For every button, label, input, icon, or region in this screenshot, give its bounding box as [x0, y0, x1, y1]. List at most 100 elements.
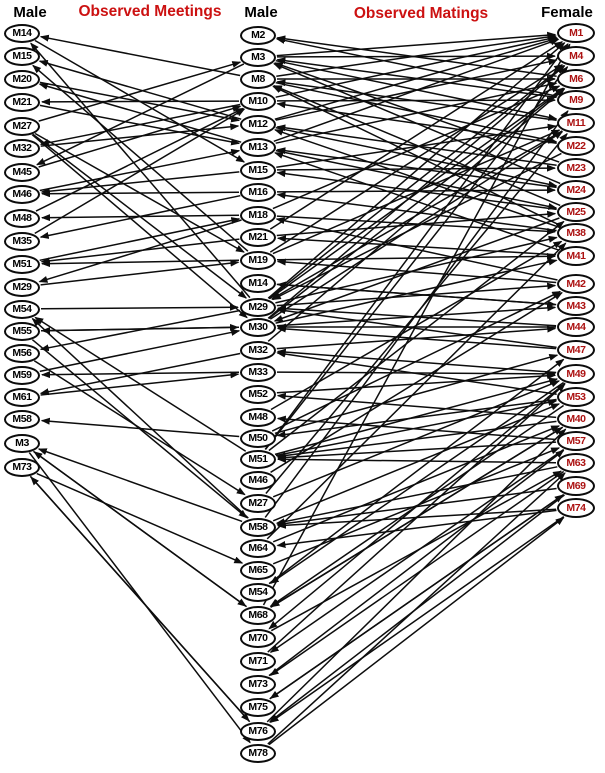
node-M-M33: M33	[240, 362, 276, 382]
node-L-M35: M35	[4, 231, 40, 251]
middle-column-header: Male	[244, 4, 278, 21]
edge-M.M15-to-L.M46	[40, 171, 240, 195]
edge-M.M18-to-L.M29	[38, 219, 242, 283]
edge-M.M76-to-F.M40	[266, 428, 567, 723]
edge-F.M23-to-M.M12	[276, 124, 557, 167]
edge-F.M74-to-M.M76	[269, 515, 565, 723]
edge-M.M19-to-L.M15	[32, 64, 249, 252]
node-M-M58: M58	[240, 517, 276, 537]
edge-M.M73-to-F.M57	[268, 449, 565, 677]
edge-F.M69-to-M.M76	[269, 494, 565, 723]
node-L-M20: M20	[4, 69, 40, 89]
edge-L.M29-to-M.M19	[40, 259, 240, 286]
edge-M.M58-to-L.M3	[37, 448, 243, 523]
node-L-M61: M61	[4, 387, 40, 407]
edge-M.M29-to-F.M1	[267, 42, 566, 299]
node-M-M54: M54	[240, 582, 276, 602]
edge-M.M13-to-L.M20	[38, 82, 242, 143]
edge-M.M29-to-F.M6	[269, 87, 564, 300]
edge-L.M59-to-M.M30	[39, 328, 241, 373]
edge-M.M12-to-F.M24	[275, 126, 558, 188]
edge-F.M57-to-M.M48	[276, 415, 557, 441]
node-L-M55: M55	[4, 321, 40, 341]
node-M-M68: M68	[240, 605, 276, 625]
node-M-M51: M51	[240, 449, 276, 469]
edge-L.M21-to-M.M13	[39, 104, 241, 146]
edge-F.M53-to-M.M50	[276, 398, 557, 438]
edge-L.M61-to-M.M33	[40, 371, 240, 396]
edge-F.M40-to-M.M51	[276, 420, 557, 459]
edge-F.M22-to-M.M29	[271, 152, 562, 301]
edge-L.M55-to-M.M58	[31, 339, 248, 519]
edge-F.M9-to-M.M3	[276, 57, 557, 99]
edge-M.M58-to-F.M9	[264, 110, 569, 518]
edge-M.M58-to-L.M54	[31, 317, 249, 519]
edge-L.M32-to-M.M12	[40, 123, 240, 147]
edge-F.M57-to-M.M51	[276, 441, 557, 461]
matings-title: Observed Matings	[353, 5, 489, 22]
node-M-M16: M16	[240, 182, 276, 202]
edge-L.M27-to-M.M29	[32, 133, 247, 299]
edge-F.M42-to-M.M19	[276, 258, 557, 284]
edge-M.M29-to-F.M4	[268, 64, 565, 300]
edge-F.M22-to-M.M10	[276, 101, 557, 145]
edge-F.M24-to-M.M13	[276, 147, 557, 189]
node-M-M8: M8	[240, 69, 276, 89]
edge-F.M42-to-M.M18	[275, 217, 558, 281]
edge-M.M29-to-L.M56	[39, 309, 241, 352]
node-F-M4: M4	[557, 46, 595, 66]
edge-M.M51-to-F.M25	[268, 220, 565, 452]
node-M-M52: M52	[240, 384, 276, 404]
node-F-M42: M42	[557, 274, 595, 294]
edge-L.M51-to-M.M18	[39, 217, 241, 262]
edge-F.M25-to-M.M15	[276, 170, 557, 211]
node-L-M51: M51	[4, 254, 40, 274]
edge-F.M53-to-M.M32	[276, 350, 557, 395]
node-L-M54: M54	[4, 299, 40, 319]
edge-M.M19-to-F.M4	[269, 64, 564, 253]
edge-F.M41-to-M.M13	[274, 152, 560, 251]
edge-F.M6-to-M.M2	[276, 35, 557, 78]
edge-M.M64-to-F.M38	[266, 242, 567, 540]
edge-F.M43-to-M.M14	[276, 281, 557, 306]
node-F-M47: M47	[557, 340, 595, 360]
node-M-M2: M2	[240, 25, 276, 45]
node-M-M27: M27	[240, 493, 276, 513]
node-F-M6: M6	[557, 69, 595, 89]
edge-M.M8-to-F.M1	[276, 33, 557, 78]
edge-F.M69-to-M.M75	[269, 493, 565, 699]
node-M-M73: M73	[240, 674, 276, 694]
node-L-M32: M32	[4, 138, 40, 158]
node-M-M48: M48	[240, 407, 276, 427]
edge-F.M44-to-M.M29	[276, 305, 557, 327]
node-M-M32: M32	[240, 340, 276, 360]
edge-F.M25-to-M.M30	[273, 217, 560, 322]
edge-L.M54-to-M.M29	[40, 303, 239, 311]
node-F-M22: M22	[557, 136, 595, 156]
edge-M.M51-to-F.M4	[264, 66, 569, 450]
node-M-M75: M75	[240, 697, 276, 717]
node-M-M19: M19	[240, 250, 276, 270]
edge-F.M23-to-M.M3	[273, 62, 560, 163]
left-column-header: Male	[13, 4, 47, 21]
node-L-M29: M29	[4, 277, 40, 297]
edge-F.M9-to-M.M2	[275, 36, 558, 97]
node-M-M3: M3	[240, 47, 276, 67]
edge-F.M11-to-M.M29	[271, 130, 563, 300]
node-M-M65: M65	[240, 560, 276, 580]
edge-F.M49-to-M.M70	[268, 382, 566, 630]
node-F-M53: M53	[557, 387, 595, 407]
node-M-M29: M29	[240, 297, 276, 317]
edge-F.M74-to-M.M64	[276, 509, 557, 548]
node-L-M3: M3	[4, 433, 40, 453]
edge-M.M19-to-L.M51	[41, 259, 240, 268]
edge-F.M63-to-M.M58	[275, 466, 558, 526]
edge-M.M50-to-F.M47	[274, 353, 559, 435]
edge-F.M40-to-M.M68	[270, 426, 564, 608]
female-column-header: Female	[541, 4, 593, 21]
meetings-title: Observed Meetings	[78, 3, 222, 20]
edge-L.M27-to-M.M30	[31, 134, 248, 319]
edge-M.M21-to-F.M1	[269, 41, 564, 230]
edge-F.M63-to-M.M51	[277, 455, 557, 464]
edge-F.M49-to-M.M54	[269, 381, 565, 584]
